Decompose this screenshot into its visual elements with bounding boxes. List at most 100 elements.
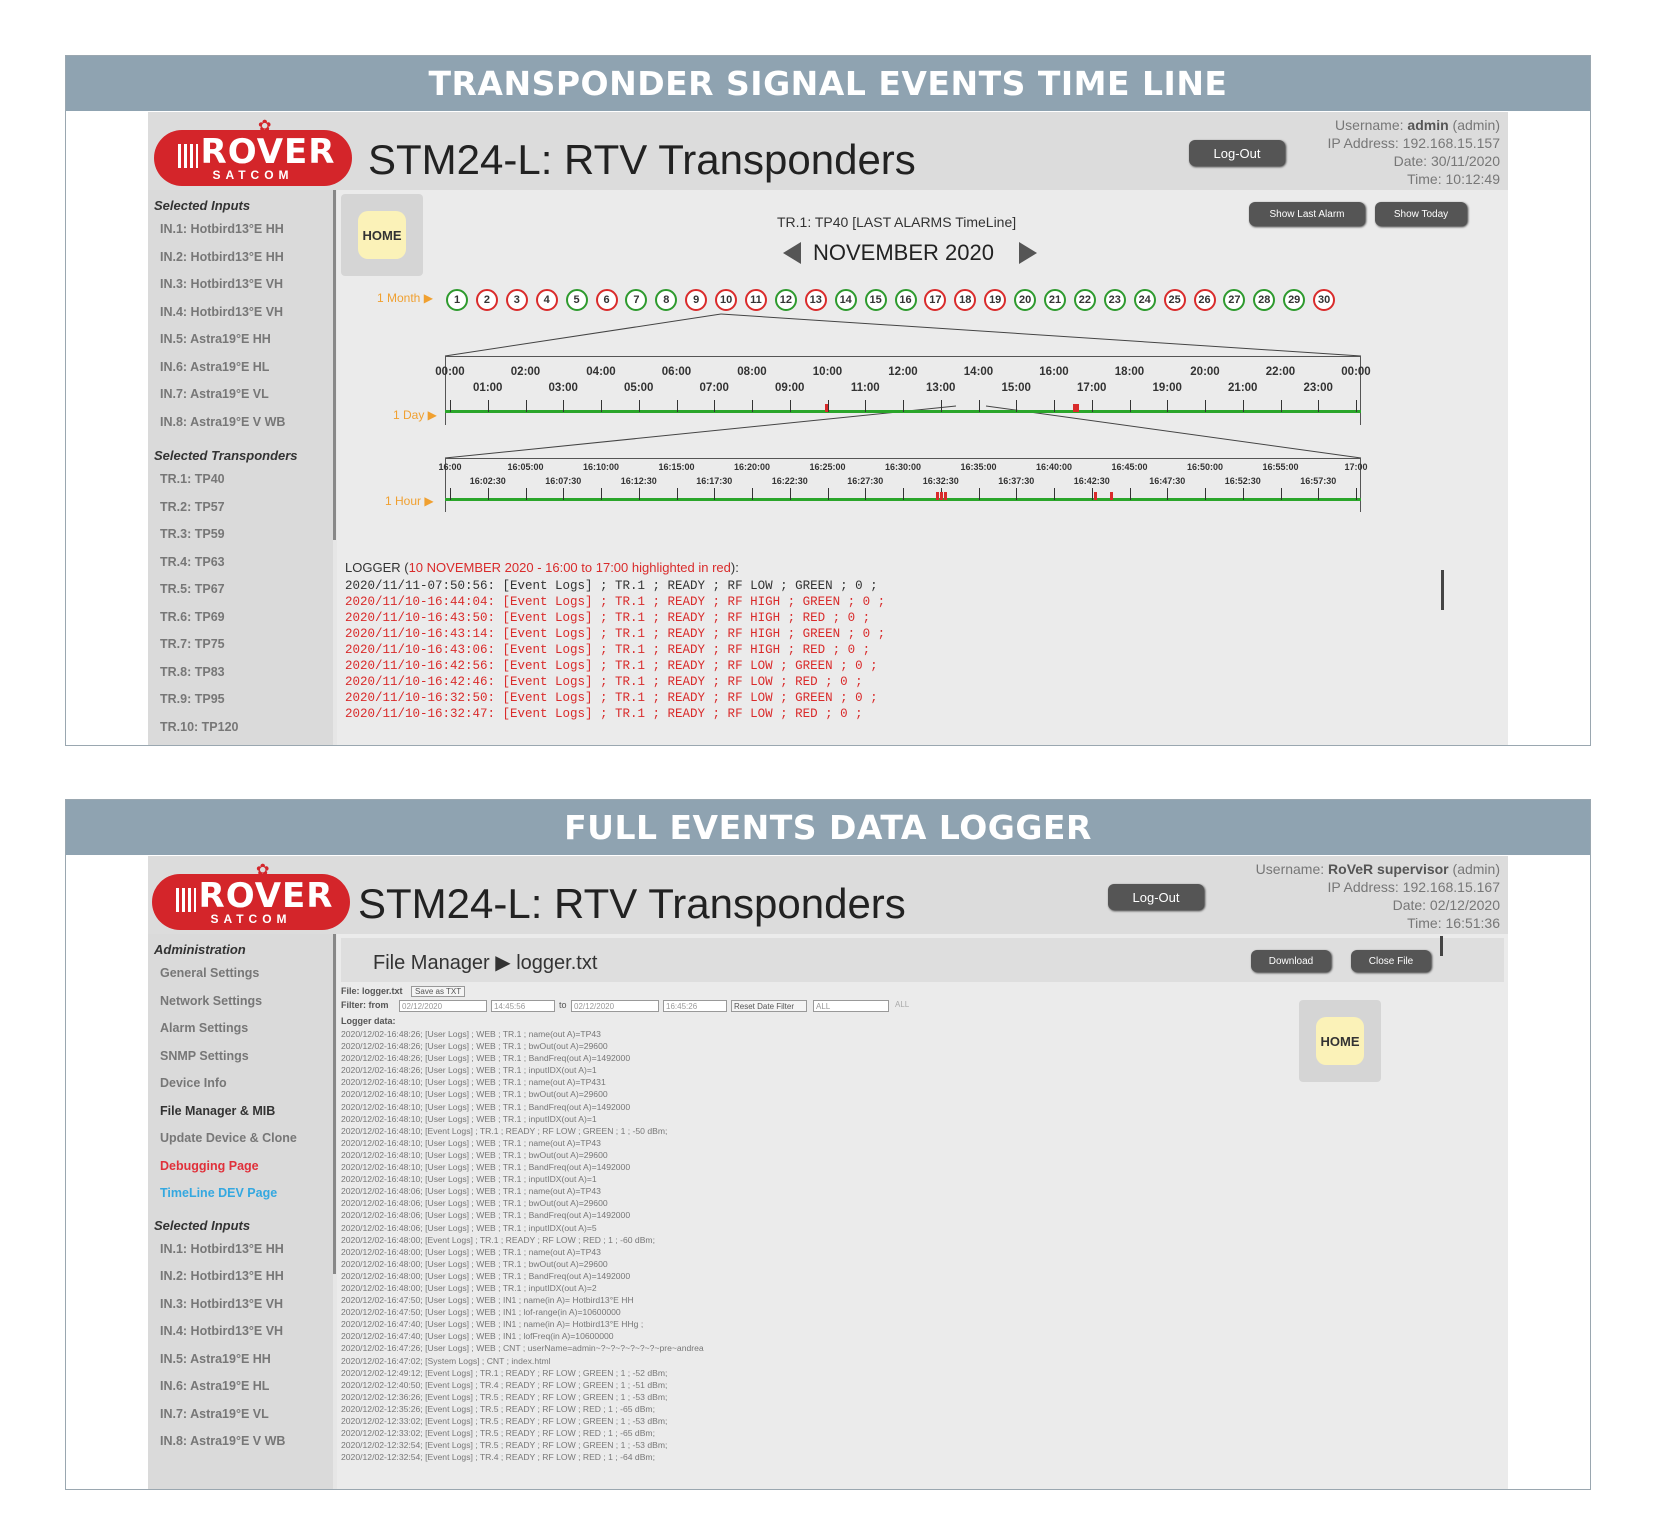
- sidebar-item-input[interactable]: IN.2: Hotbird13°E HH: [160, 249, 284, 264]
- sidebar-item-input[interactable]: IN.8: Astra19°E V WB: [160, 1434, 286, 1448]
- prev-month-arrow[interactable]: [783, 242, 801, 264]
- day-alarm-marker[interactable]: [1076, 404, 1079, 412]
- sidebar-item-input[interactable]: IN.3: Hotbird13°E VH: [160, 1296, 284, 1311]
- day-button[interactable]: 21: [1044, 289, 1066, 311]
- sidebar-item-input[interactable]: IN.1: Hotbird13°E HH: [160, 1241, 284, 1256]
- sidebar-item-input[interactable]: IN.1: Hotbird13°E HH: [160, 222, 284, 236]
- sidebar-item-admin[interactable]: TimeLine DEV Page: [160, 1186, 278, 1200]
- sidebar-item-input[interactable]: IN.4: Hotbird13°E VH: [160, 304, 284, 319]
- day-button[interactable]: 26: [1193, 289, 1216, 311]
- rover-logo[interactable]: ✿ ROVER SATCOM: [154, 119, 352, 186]
- day-button[interactable]: 4: [535, 289, 558, 311]
- from-time-input[interactable]: 14:45:56: [491, 1000, 555, 1012]
- day-button[interactable]: 3: [505, 289, 528, 311]
- day-button[interactable]: 25: [1163, 289, 1186, 311]
- day-button[interactable]: 8: [655, 289, 678, 311]
- day-button[interactable]: 10: [715, 289, 738, 311]
- sidebar-item-input[interactable]: IN.6: Astra19°E HL: [160, 1379, 270, 1393]
- day-button[interactable]: 17: [924, 289, 947, 311]
- sidebar-item-input[interactable]: IN.8: Astra19°E V WB: [160, 414, 286, 429]
- day-button[interactable]: 11: [745, 289, 767, 311]
- save-as-txt-button[interactable]: Save as TXT: [411, 986, 466, 997]
- day-button[interactable]: 20: [1014, 289, 1037, 311]
- day-button[interactable]: 18: [954, 289, 977, 311]
- sidebar-item-admin[interactable]: Device Info: [160, 1076, 227, 1090]
- sidebar-item-input[interactable]: IN.3: Hotbird13°E VH: [160, 277, 284, 291]
- day-button[interactable]: 19: [984, 289, 1007, 311]
- day-button[interactable]: 1: [446, 289, 468, 311]
- hour-tick-mark: [525, 488, 527, 500]
- sidebar-item-admin[interactable]: General Settings: [160, 966, 260, 980]
- sidebar-item-admin[interactable]: Update Device & Clone: [160, 1131, 297, 1145]
- day-button[interactable]: 2: [475, 289, 498, 311]
- hour-alarm-marker[interactable]: [944, 492, 947, 500]
- day-alarm-marker[interactable]: [1073, 404, 1076, 412]
- day-button[interactable]: 23: [1103, 289, 1126, 311]
- sidebar-item-admin[interactable]: Debugging Page: [160, 1158, 259, 1173]
- next-month-arrow[interactable]: [1019, 242, 1037, 264]
- hour-alarm-marker[interactable]: [1110, 492, 1113, 500]
- day-button[interactable]: 28: [1253, 289, 1276, 311]
- day-button[interactable]: 16: [894, 289, 917, 311]
- hour-alarm-marker[interactable]: [936, 492, 939, 500]
- sidebar-item-input[interactable]: IN.5: Astra19°E HH: [160, 332, 271, 346]
- day-button[interactable]: 14: [834, 289, 857, 311]
- day-alarm-marker[interactable]: [825, 404, 828, 412]
- sidebar-item-transponder[interactable]: TR.2: TP57: [160, 499, 225, 514]
- sidebar-item-transponder[interactable]: TR.4: TP63: [160, 554, 225, 569]
- sidebar-item-transponder[interactable]: TR.1: TP40: [160, 472, 225, 486]
- category-select[interactable]: ALL: [813, 1000, 889, 1012]
- from-date-input[interactable]: 02/12/2020: [399, 1000, 487, 1012]
- day-button[interactable]: 12: [774, 289, 797, 311]
- day-button[interactable]: 7: [625, 289, 648, 311]
- day-button[interactable]: 9: [685, 289, 708, 311]
- day-button[interactable]: 22: [1073, 289, 1096, 311]
- day-button[interactable]: 13: [804, 289, 827, 311]
- main-scrollbar[interactable]: [1440, 936, 1443, 956]
- download-button[interactable]: Download: [1251, 950, 1331, 972]
- logout-button[interactable]: Log-Out: [1108, 884, 1204, 910]
- day-button[interactable]: 29: [1283, 289, 1306, 311]
- close-file-button[interactable]: Close File: [1351, 950, 1431, 972]
- rover-logo[interactable]: ✿ ROVER SATCOM: [152, 863, 350, 930]
- sidebar-item-admin[interactable]: Network Settings: [160, 993, 263, 1008]
- sidebar-item-transponder[interactable]: TR.9: TP95: [160, 692, 225, 706]
- sidebar-item-input[interactable]: IN.4: Hotbird13°E VH: [160, 1324, 284, 1338]
- log-scrollbar[interactable]: [1441, 570, 1444, 610]
- day-button[interactable]: 6: [595, 289, 618, 311]
- sidebar-item-transponder[interactable]: TR.10: TP120: [160, 719, 239, 734]
- sidebar-item-input[interactable]: IN.7: Astra19°E VL: [160, 387, 269, 401]
- sidebar-item-input[interactable]: IN.5: Astra19°E HH: [160, 1351, 271, 1366]
- hour-alarm-marker[interactable]: [940, 492, 943, 500]
- hour-tick-label: 16:57:30: [1300, 476, 1337, 486]
- sidebar-scrollbar[interactable]: [333, 190, 336, 540]
- day-button[interactable]: 15: [864, 289, 887, 311]
- day-button[interactable]: 5: [565, 289, 588, 311]
- show-last-alarm-button[interactable]: Show Last Alarm: [1249, 202, 1365, 226]
- home-button[interactable]: HOME: [1299, 1000, 1381, 1082]
- day-button[interactable]: 30: [1313, 289, 1336, 311]
- day-button[interactable]: 27: [1223, 289, 1246, 311]
- sidebar-scrollbar[interactable]: [333, 934, 336, 1274]
- day-button[interactable]: 24: [1133, 289, 1156, 311]
- sidebar-item-admin[interactable]: SNMP Settings: [160, 1048, 249, 1063]
- sidebar-item-transponder[interactable]: TR.6: TP69: [160, 609, 225, 624]
- sub-select[interactable]: ALL: [895, 1000, 910, 1009]
- sidebar-item-transponder[interactable]: TR.7: TP75: [160, 637, 225, 651]
- sidebar-item-admin[interactable]: Alarm Settings: [160, 1021, 249, 1035]
- sidebar-item-transponder[interactable]: TR.3: TP59: [160, 527, 225, 541]
- home-button[interactable]: HOME: [341, 194, 423, 276]
- logout-button[interactable]: Log-Out: [1189, 140, 1285, 166]
- sidebar-item-transponder[interactable]: TR.8: TP83: [160, 664, 225, 679]
- sidebar-item-input[interactable]: IN.7: Astra19°E VL: [160, 1406, 269, 1421]
- to-time-input[interactable]: 16:45:26: [663, 1000, 727, 1012]
- sidebar-item-input[interactable]: IN.6: Astra19°E HL: [160, 359, 270, 374]
- hour-alarm-marker[interactable]: [1094, 492, 1097, 500]
- reset-date-filter-button[interactable]: Reset Date Filter: [731, 1000, 807, 1012]
- sidebar-item-input[interactable]: IN.2: Hotbird13°E HH: [160, 1269, 284, 1283]
- show-today-button[interactable]: Show Today: [1375, 202, 1467, 226]
- sidebar-item-transponder[interactable]: TR.5: TP67: [160, 582, 225, 596]
- log-line: 2020/12/02-16:48:00; [User Logs] ; WEB ;…: [341, 1270, 631, 1281]
- to-date-input[interactable]: 02/12/2020: [571, 1000, 659, 1012]
- sidebar-item-admin[interactable]: File Manager & MIB: [160, 1103, 276, 1118]
